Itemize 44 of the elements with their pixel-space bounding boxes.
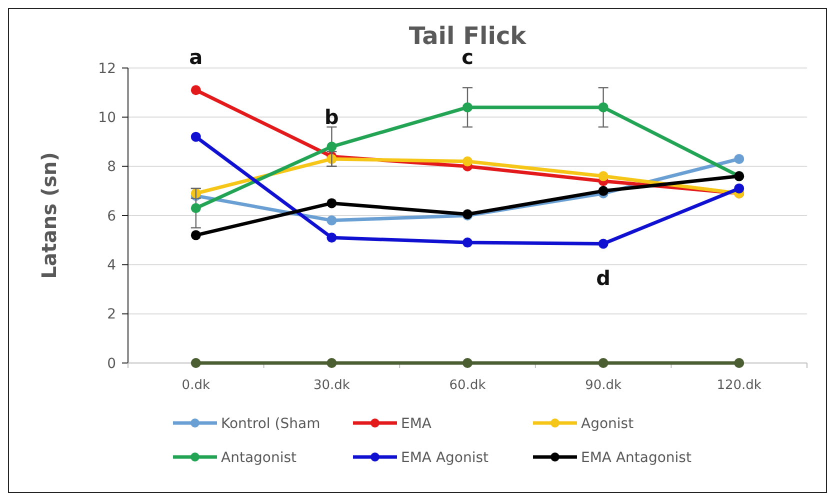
x-tick-label: 30.dk (313, 378, 350, 393)
point (326, 215, 337, 226)
point (598, 186, 608, 196)
point (734, 154, 744, 164)
x-tick-label: 0.dk (182, 378, 210, 393)
point (734, 358, 744, 368)
y-tick-label: 10 (98, 110, 116, 126)
point (462, 358, 472, 368)
y-tick-label: 4 (107, 258, 116, 274)
point (598, 238, 608, 249)
point (190, 132, 201, 142)
point (190, 230, 201, 240)
annotation: d (596, 266, 610, 290)
legend-label: Agonist (581, 416, 634, 432)
point (462, 156, 472, 166)
point (598, 358, 608, 368)
point (326, 142, 337, 152)
annotation: b (324, 105, 339, 129)
point (326, 358, 337, 368)
point (190, 203, 201, 214)
point (734, 183, 744, 194)
annotation: a (189, 45, 203, 69)
point (326, 198, 337, 208)
x-tick-label: 60.dk (449, 378, 486, 393)
point (598, 171, 608, 182)
point (462, 238, 472, 248)
y-tick-label: 8 (107, 159, 116, 176)
point (190, 85, 201, 96)
x-tick-label: 120.dk (716, 378, 762, 393)
y-tick-label: 0 (107, 356, 116, 372)
legend-label: EMA (401, 416, 432, 432)
y-axis-title: Latans (sn) (37, 152, 61, 279)
x-tick-label: 90.dk (585, 378, 622, 393)
point (598, 102, 608, 112)
legend-label: Antagonist (221, 450, 298, 466)
y-tick-label: 12 (98, 60, 116, 77)
y-tick-label: 6 (107, 208, 116, 224)
point (326, 232, 337, 243)
point (462, 102, 472, 112)
legend-label: EMA Antagonist (581, 450, 692, 466)
y-tick-label: 2 (107, 306, 116, 323)
point (190, 358, 201, 368)
legend-label: EMA Agonist (401, 450, 490, 466)
legend-label: Kontrol (Sham (221, 416, 320, 432)
